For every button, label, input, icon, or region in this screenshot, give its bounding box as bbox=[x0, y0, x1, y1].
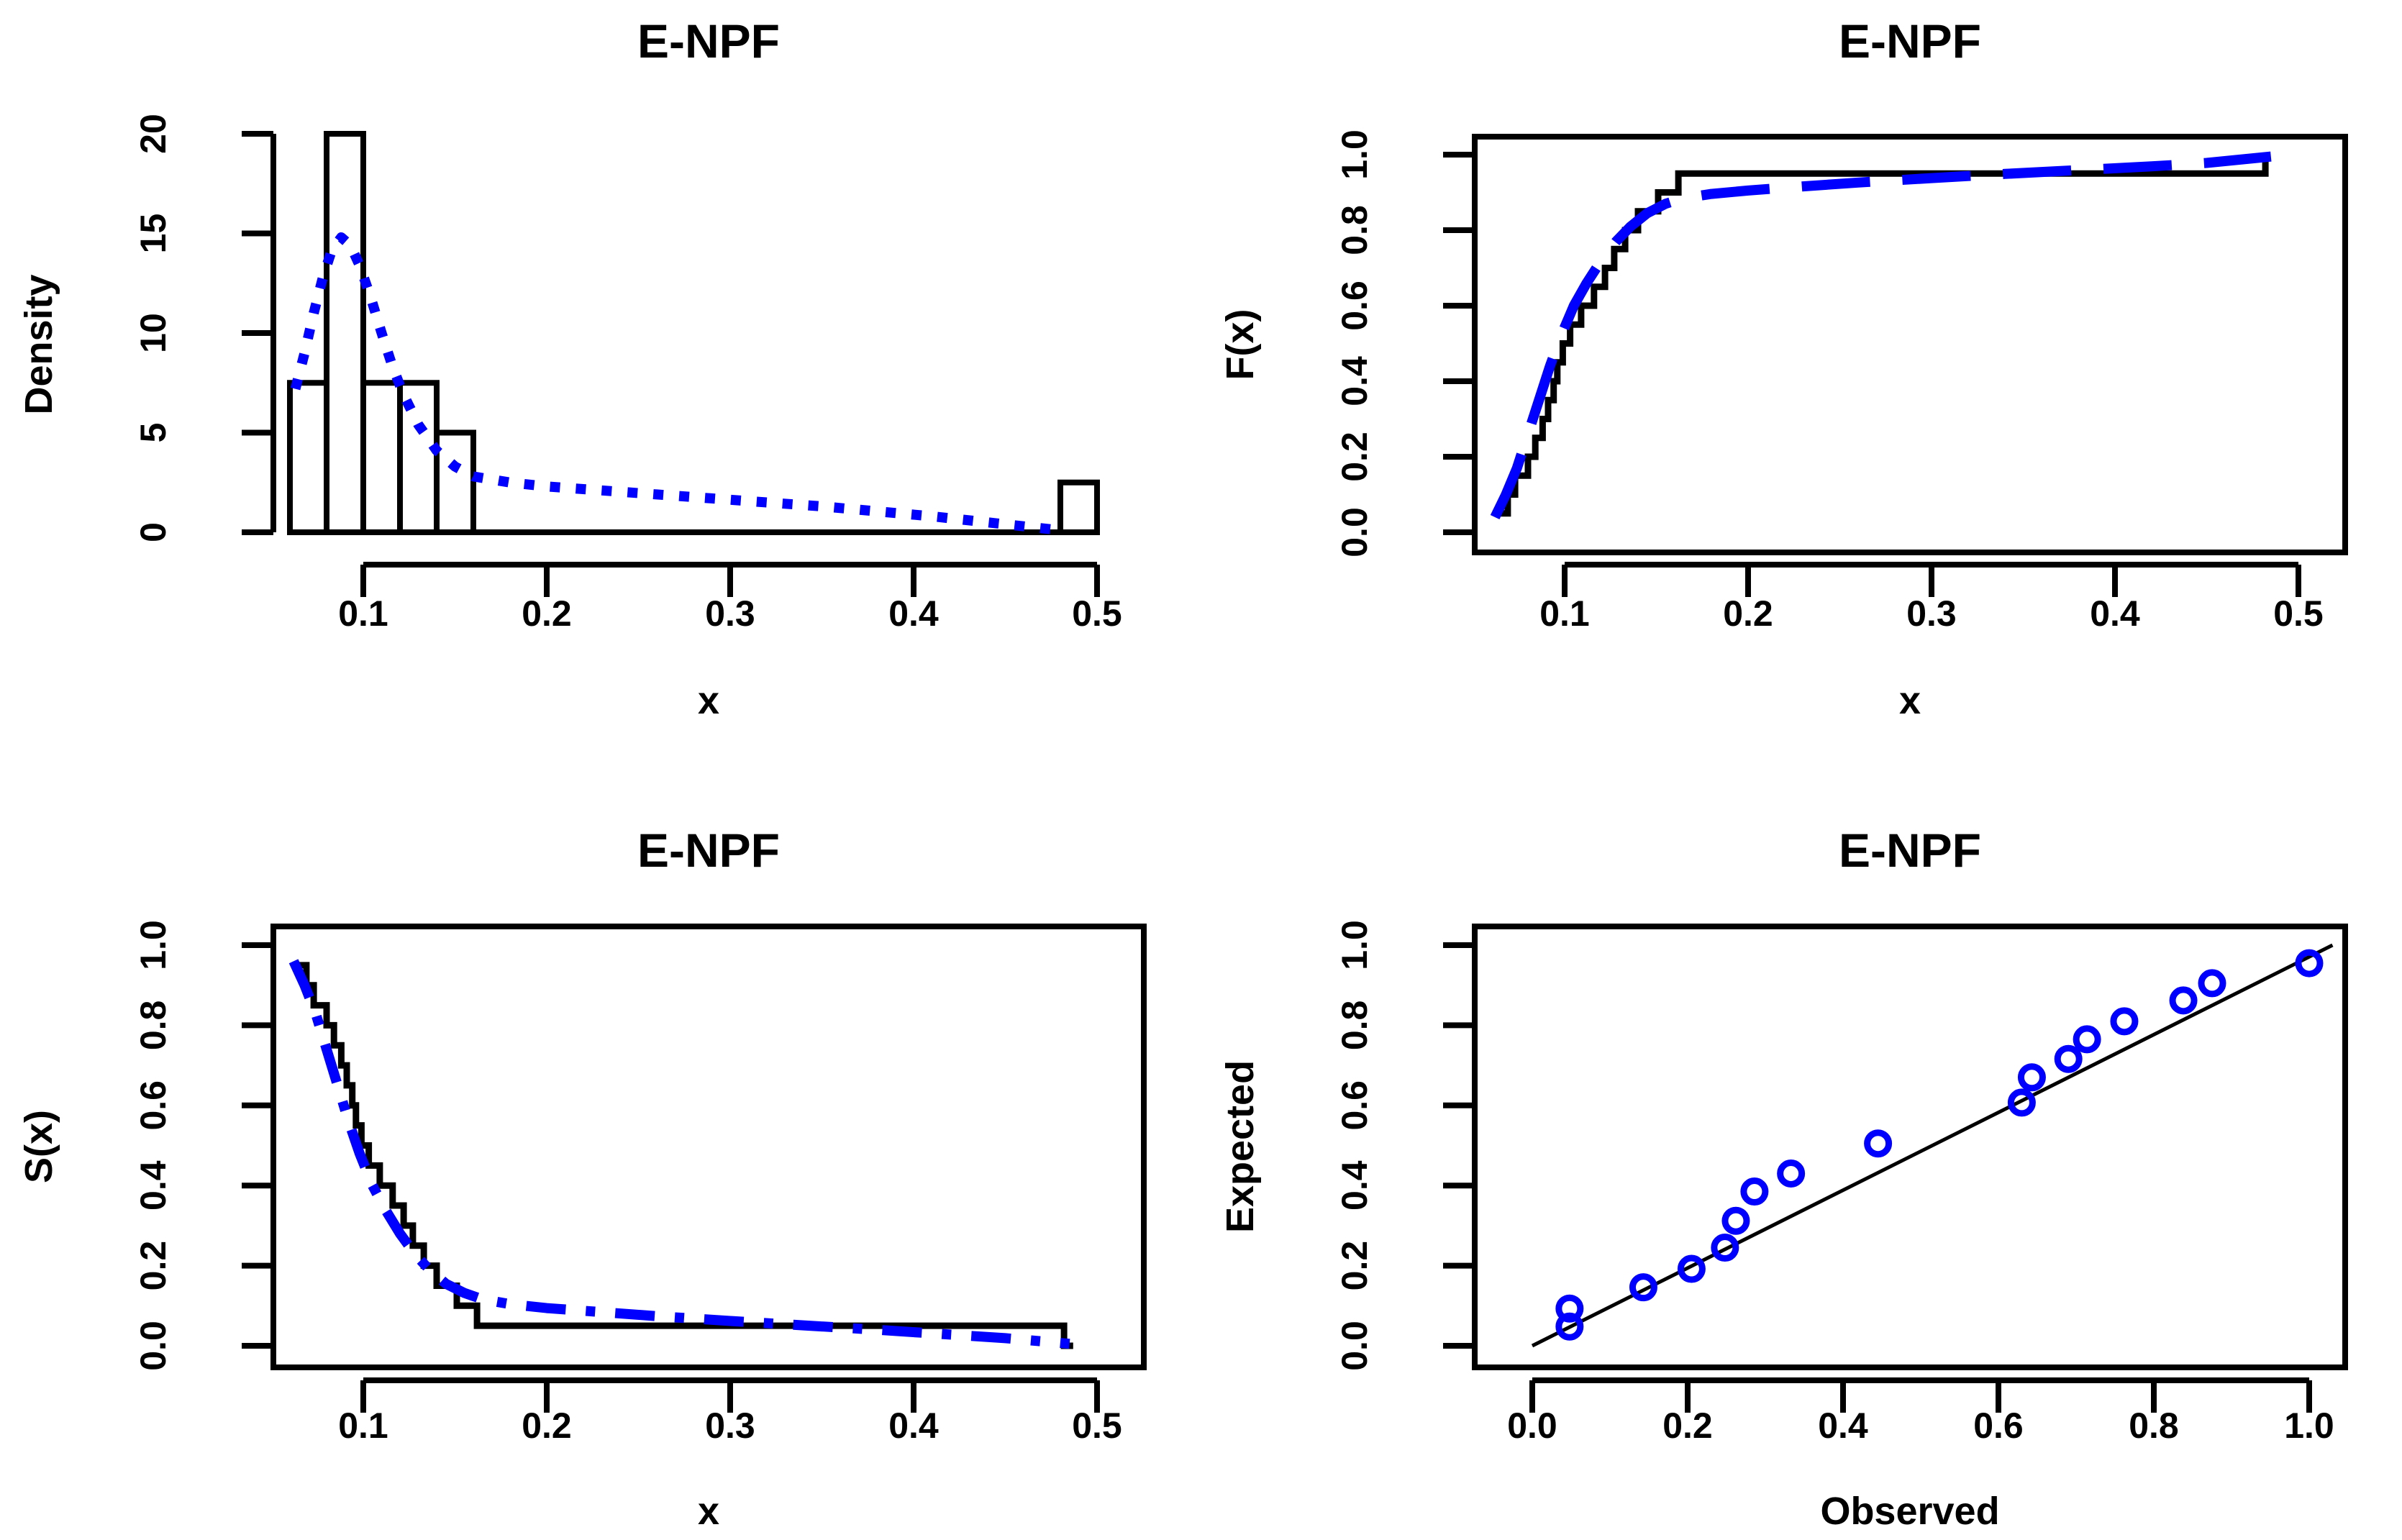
y-tick-label: 0.2 bbox=[1334, 432, 1375, 482]
pp-point bbox=[1555, 1294, 1584, 1323]
pp-point bbox=[2295, 949, 2324, 978]
x-tick-label: 0.2 bbox=[522, 1405, 572, 1446]
x-axis-label: Observed bbox=[1820, 1490, 1999, 1533]
pp-chart-layer: 0.0 0.2 0.4 0.6 0.8 1.0 0.0 0.2 0.4 0.6 0.8 1.0 bbox=[1334, 920, 2348, 1446]
histogram-plot: 0 5 10 15 20 0.1 0.2 0.3 0.4 0.5 E-NPF x Density bbox=[17, 14, 1122, 722]
cdf-chart-layer: 0.0 0.2 0.4 0.6 0.8 1.0 0.1 0.2 0.3 0.4 0.5 bbox=[1334, 129, 2348, 634]
x-tick-label: 0.8 bbox=[2129, 1405, 2179, 1446]
survival-plot: 0.00.20.40.60.81.00.1 0.2 0.3 0.4 0.5 E-NPF … bbox=[17, 824, 1147, 1533]
y-axis-label: S(x) bbox=[17, 1110, 60, 1183]
panel-histogram: 0 5 10 15 20 0.1 0.2 0.3 0.4 0.5 E-NPF x Density bbox=[0, 0, 1201, 770]
plot-title: E-NPF bbox=[637, 824, 780, 877]
y-tick-label: 0.4 bbox=[1334, 1160, 1375, 1211]
empirical-step-line bbox=[1500, 155, 2269, 517]
y-tick-label: 0.6 bbox=[1334, 1080, 1375, 1131]
histogram-bar bbox=[1057, 479, 1100, 535]
panel-cdf: 0.0 0.2 0.4 0.6 0.8 1.0 0.1 0.2 0.3 0.4 0.5 E-NPF … bbox=[1201, 0, 2402, 770]
pp-point bbox=[1555, 1312, 1584, 1341]
x-tick-label: 0.4 bbox=[1818, 1405, 1868, 1446]
y-tick-label: 10 bbox=[133, 313, 173, 353]
fitted-curve bbox=[288, 959, 1070, 1349]
x-tick-label: 0.3 bbox=[1906, 593, 1957, 634]
pp-point bbox=[2017, 1063, 2046, 1092]
histogram-bar bbox=[360, 380, 403, 535]
x-tick-label: 0.2 bbox=[522, 593, 572, 634]
x-tick-label: 0.2 bbox=[1723, 593, 1773, 634]
plot-box bbox=[270, 924, 1147, 1370]
y-tick-label: 0.0 bbox=[1334, 1321, 1375, 1371]
x-tick-label: 0.5 bbox=[2273, 593, 2324, 634]
x-tick-label: 0.3 bbox=[705, 593, 755, 634]
y-tick-label: 0 bbox=[133, 522, 173, 542]
pp-point bbox=[2198, 969, 2226, 998]
panel-survival: 0.0 0.2 0.4 0.6 0.8 1.0 0.1 0.2 0.3 0.4 0.5 E-NPF … bbox=[0, 770, 1201, 1540]
plot-box bbox=[1472, 134, 2348, 555]
y-tick-label: 0.2 bbox=[1334, 1241, 1375, 1291]
y-tick-label: 15 bbox=[133, 214, 173, 254]
y-tick-label: 0.4 bbox=[1334, 356, 1375, 406]
x-tick-label: 0.5 bbox=[1072, 593, 1122, 634]
pp-point bbox=[1721, 1206, 1750, 1235]
x-tick-label: 0.4 bbox=[2090, 593, 2140, 634]
y-axis-label: Expected bbox=[1219, 1060, 1262, 1233]
y-tick-label: 0.8 bbox=[1334, 1001, 1375, 1051]
fitted-curve bbox=[1490, 151, 2272, 520]
pp-point bbox=[2054, 1044, 2083, 1073]
plot-title: E-NPF bbox=[1839, 824, 1981, 877]
y-tick-label: 1.0 bbox=[1334, 920, 1375, 970]
plot-box bbox=[1472, 924, 2348, 1370]
pp-point bbox=[2110, 1007, 2139, 1036]
x-tick-label: 0.3 bbox=[705, 1405, 755, 1446]
plot-title: E-NPF bbox=[1839, 14, 1981, 68]
x-tick-label: 0.4 bbox=[888, 593, 939, 634]
y-tick-label: 0.4 bbox=[133, 1160, 173, 1211]
histogram-bar bbox=[287, 380, 329, 535]
x-axis-label: x bbox=[1899, 679, 1921, 722]
pp-point bbox=[2007, 1088, 2036, 1117]
panel-pp-plot: 0.0 0.2 0.4 0.6 0.8 1.0 0.0 0.2 0.4 0.6 0.8 1.0 E-N… bbox=[1201, 770, 2402, 1540]
histogram-chart-layer: 0 5 10 15 20 0.1 0.2 0.3 0.4 0.5 bbox=[133, 114, 1122, 634]
y-tick-label: 0.0 bbox=[1334, 507, 1375, 557]
x-tick-label: 0.2 bbox=[1662, 1405, 1713, 1446]
y-tick-label: 0.6 bbox=[133, 1080, 173, 1131]
x-tick-label: 1.0 bbox=[2284, 1405, 2334, 1446]
cdf-plot: 0.00.20.40.60.81.00.1 0.2 0.3 0.4 0.5 E-NPF … bbox=[1219, 14, 2348, 722]
pp-point bbox=[2073, 1025, 2101, 1054]
y-tick-label: 0.8 bbox=[1334, 205, 1375, 255]
y-tick-label: 0.0 bbox=[133, 1321, 173, 1371]
survival-chart-layer: 0.0 0.2 0.4 0.6 0.8 1.0 0.1 0.2 0.3 0.4 0.5 bbox=[133, 920, 1147, 1446]
pp-point bbox=[1677, 1254, 1706, 1283]
y-axis-label: Density bbox=[17, 274, 60, 414]
y-tick-label: 20 bbox=[133, 114, 173, 154]
x-tick-label: 0.4 bbox=[888, 1405, 939, 1446]
y-tick-label: 1.0 bbox=[1334, 129, 1375, 180]
x-tick-label: 0.6 bbox=[1973, 1405, 2024, 1446]
histogram-bar bbox=[434, 429, 476, 535]
y-tick-label: 0.2 bbox=[133, 1241, 173, 1291]
x-tick-label: 0.0 bbox=[1507, 1405, 1557, 1446]
pp-point bbox=[2169, 986, 2198, 1015]
pp-plot: 0.0 0.2 0.4 0.6 0.8 1.0 0.0 0.2 0.4 0.6 0.8 1.0 E-N… bbox=[1219, 824, 2348, 1533]
y-tick-label: 0.8 bbox=[133, 1001, 173, 1051]
x-tick-label: 0.5 bbox=[1072, 1405, 1122, 1446]
y-tick-label: 1.0 bbox=[133, 920, 173, 970]
x-axis-label: x bbox=[698, 1490, 719, 1533]
pp-point bbox=[1777, 1159, 1806, 1188]
plot-title: E-NPF bbox=[637, 14, 780, 68]
x-tick-label: 0.1 bbox=[1539, 593, 1590, 634]
pp-point bbox=[1629, 1273, 1657, 1302]
x-axis-label: x bbox=[698, 679, 719, 722]
histogram-bar bbox=[324, 131, 366, 535]
reference-line bbox=[1531, 943, 2334, 1348]
x-tick-label: 0.1 bbox=[338, 593, 388, 634]
y-tick-label: 0.6 bbox=[1334, 281, 1375, 331]
pp-point bbox=[1864, 1129, 1893, 1158]
x-tick-label: 0.1 bbox=[338, 1405, 388, 1446]
y-axis-label: F(x) bbox=[1219, 309, 1262, 381]
pp-point bbox=[1740, 1177, 1769, 1206]
empirical-step-line bbox=[299, 962, 1073, 1349]
y-tick-label: 5 bbox=[133, 423, 173, 443]
pp-point bbox=[1711, 1234, 1739, 1262]
